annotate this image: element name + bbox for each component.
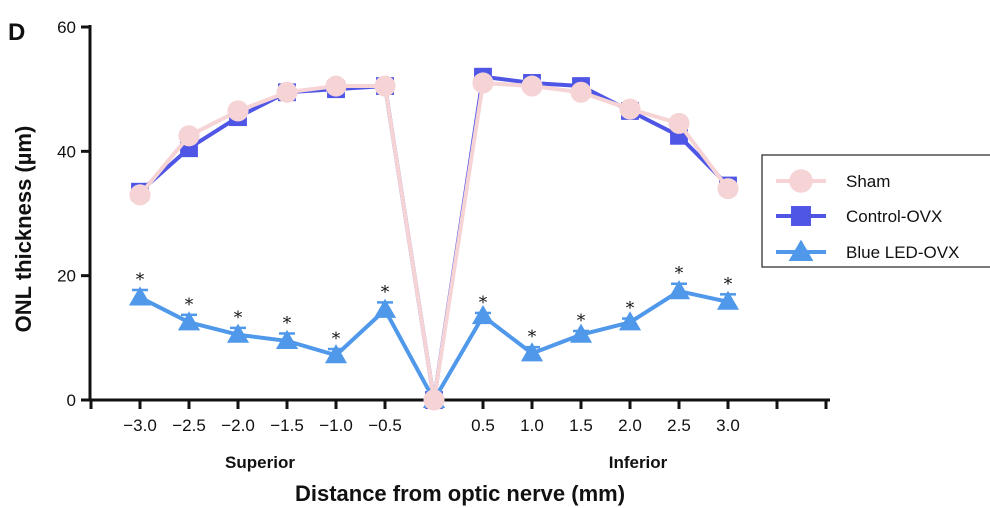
- x-axis-ticks: −3.0 −2.5 −2.0 −1.5 −1.0 −0.5 0.5 1.0 1.5 2.0 2.5 3…: [89, 400, 828, 435]
- data-point: [373, 298, 397, 318]
- x-tick-label: −3.0: [123, 416, 157, 435]
- x-tick-label: 1.0: [520, 416, 544, 435]
- y-tick-label: 60: [57, 18, 76, 37]
- x-tick-label: −1.5: [270, 416, 304, 435]
- x-tick-label: 2.5: [667, 416, 691, 435]
- x-group-label-superior: Superior: [225, 453, 295, 472]
- data-point: [227, 100, 249, 122]
- data-point: [324, 344, 348, 364]
- significance-star: *: [626, 299, 635, 319]
- legend-swatch-marker: [791, 206, 811, 226]
- significance-star: *: [136, 270, 145, 290]
- y-tick-label: 20: [57, 267, 76, 286]
- significance-markers: * * * * * * * * * * * *: [136, 264, 733, 349]
- data-point: [177, 311, 201, 331]
- significance-star: *: [185, 295, 194, 315]
- legend-swatch-marker: [789, 169, 813, 193]
- legend-item-control-ovx: Control-OVX: [776, 206, 942, 226]
- x-group-label-inferior: Inferior: [609, 453, 668, 472]
- series-line: [138, 80, 730, 402]
- data-point: [276, 81, 298, 103]
- data-point: [423, 389, 445, 411]
- x-tick-label: −2.5: [172, 416, 206, 435]
- significance-star: *: [528, 327, 537, 347]
- y-tick-label: 40: [57, 142, 76, 161]
- x-tick-label: −0.5: [368, 416, 402, 435]
- data-point: [178, 125, 200, 147]
- series-line: [139, 289, 729, 402]
- legend-swatch-marker: [788, 239, 814, 261]
- significance-star: *: [234, 308, 243, 328]
- data-point: [374, 75, 396, 97]
- data-point: [716, 290, 740, 310]
- data-point: [275, 329, 299, 349]
- significance-star: *: [724, 274, 733, 294]
- data-point: [717, 178, 739, 200]
- legend-item-blue-led-ovx: Blue LED-OVX: [776, 239, 959, 262]
- y-axis-title: ONL thickness (µm): [11, 126, 36, 333]
- data-point: [618, 311, 642, 331]
- y-tick-label: 0: [67, 391, 76, 410]
- data-point: [472, 72, 494, 94]
- significance-star: *: [332, 329, 341, 349]
- data-point: [521, 75, 543, 97]
- x-tick-label: −1.0: [319, 416, 353, 435]
- legend-label: Blue LED-OVX: [846, 243, 959, 262]
- legend-item-sham: Sham: [776, 169, 890, 193]
- legend-label: Sham: [846, 172, 890, 191]
- data-point: [667, 280, 691, 300]
- significance-star: *: [479, 293, 488, 313]
- x-tick-label: 0.5: [471, 416, 495, 435]
- legend-label: Control-OVX: [846, 207, 942, 226]
- significance-star: *: [577, 311, 586, 331]
- data-point: [520, 342, 544, 362]
- x-tick-label: 1.5: [569, 416, 593, 435]
- series-layer: [128, 67, 740, 411]
- significance-star: *: [283, 313, 292, 333]
- x-tick-label: 2.0: [618, 416, 642, 435]
- significance-star: *: [381, 282, 390, 302]
- x-tick-label: −2.0: [221, 416, 255, 435]
- axes: [88, 25, 830, 402]
- data-point: [569, 323, 593, 343]
- x-axis-title: Distance from optic nerve (mm): [295, 481, 625, 506]
- x-tick-label: 3.0: [716, 416, 740, 435]
- panel-label: D: [8, 19, 25, 46]
- data-point: [226, 323, 250, 343]
- data-point: [471, 305, 495, 325]
- data-point: [668, 112, 690, 134]
- data-point: [128, 286, 152, 306]
- significance-star: *: [675, 264, 684, 284]
- data-point: [570, 81, 592, 103]
- y-axis-ticks: 0 20 40 60: [57, 18, 90, 410]
- legend: Sham Control-OVX Blue LED-OVX: [761, 154, 990, 268]
- data-point: [325, 75, 347, 97]
- data-point: [619, 98, 641, 120]
- series-line: [138, 74, 730, 402]
- data-point: [129, 184, 151, 206]
- series-sham: [129, 72, 739, 411]
